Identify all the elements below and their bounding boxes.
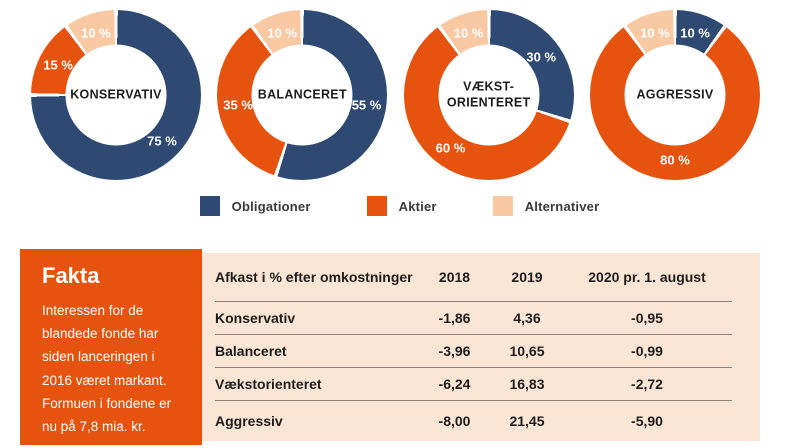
row-label: Konservativ: [215, 310, 296, 326]
donut-title: AGGRESSIV: [636, 87, 714, 102]
column-header-2020: 2020 pr. 1. august: [588, 269, 706, 285]
row-label: Vækstorienteret: [215, 376, 322, 392]
value-2020: -0,95: [631, 310, 663, 326]
table-header-label: Afkast i % efter omkostninger: [215, 269, 413, 285]
donut-title: KONSERVATIV: [70, 87, 162, 102]
legend-item-aktier: Aktier: [366, 196, 437, 216]
segment-percent-label: 10 %: [81, 25, 111, 41]
legend: Obligationer Aktier Alternativer: [0, 196, 799, 216]
segment-percent-label: 60 %: [435, 140, 466, 156]
value-2020: -2,72: [631, 376, 663, 392]
value-2020: -5,90: [631, 413, 663, 429]
fakta-title: Fakta: [42, 263, 100, 288]
legend-item-alternativer: Alternativer: [492, 196, 600, 216]
donut-charts-row: 75 % 15 % 10 % KONSERVATIV 55 % 35 % 10 % BA…: [31, 10, 760, 180]
table-row: Aggressiv -8,00 21,45 -5,90: [215, 401, 732, 441]
segment-percent-label: 80 %: [660, 152, 690, 168]
value-2019: 10,65: [509, 343, 545, 359]
segment-percent-label: 55 %: [351, 97, 382, 113]
value-2018: -6,24: [438, 376, 471, 392]
donut-hole: AGGRESSIV: [624, 44, 726, 146]
value-2018: -1,86: [438, 310, 471, 326]
donut-title: BALANCERET: [257, 87, 347, 102]
table-row: Konservativ -1,86 4,36 -0,95: [215, 302, 732, 335]
donut-chart-aggressiv: 10 % 80 % 10 % AGGRESSIV: [589, 10, 760, 180]
legend-label: Aktier: [398, 198, 437, 214]
segment-percent-label: 35 %: [223, 97, 253, 113]
donut-chart-vaekstorienteret: 30 % 60 % 10 % VÆKST- ORIENTERET: [403, 10, 574, 180]
segment-percent-label: 10 %: [680, 25, 710, 41]
donut-hole: VÆKST- ORIENTERET: [438, 44, 540, 146]
table-row: Vækstorienteret -6,24 16,83 -2,72: [215, 368, 732, 401]
value-2018: -8,00: [438, 413, 471, 429]
segment-percent-label: 30 %: [526, 49, 557, 65]
alternativer-swatch-icon: [492, 196, 513, 216]
segment-percent-label: 10 %: [640, 25, 670, 41]
donut-hole: BALANCERET: [251, 44, 353, 146]
segment-percent-label: 75 %: [147, 133, 177, 149]
column-header-2019: 2019: [511, 269, 543, 285]
legend-label: Alternativer: [524, 198, 600, 214]
row-label: Balanceret: [215, 343, 287, 359]
donut-title: VÆKST- ORIENTERET: [446, 79, 531, 109]
donut-hole: KONSERVATIV: [65, 44, 167, 146]
value-2018: -3,96: [438, 343, 471, 359]
table-header-row: Afkast i % efter omkostninger 2018 2019 …: [215, 253, 732, 302]
obligationer-swatch-icon: [199, 196, 220, 216]
value-2019: 21,45: [509, 413, 545, 429]
value-2019: 16,83: [509, 376, 545, 392]
segment-percent-label: 10 %: [267, 25, 298, 41]
donut-chart-konservativ: 75 % 15 % 10 % KONSERVATIV: [31, 10, 201, 180]
fakta-body: Interessen for de blandede fonde har sid…: [42, 303, 172, 435]
value-2020: -0,99: [631, 343, 663, 359]
returns-table: Afkast i % efter omkostninger 2018 2019 …: [202, 253, 760, 441]
legend-item-obligationer: Obligationer: [199, 196, 311, 216]
segment-percent-label: 10 %: [453, 25, 484, 41]
table-row: Balanceret -3,96 10,65 -0,99: [215, 335, 732, 368]
segment-percent-label: 15 %: [43, 57, 73, 73]
aktier-swatch-icon: [366, 196, 387, 216]
fakta-box: Fakta Interessen for de blandede fonde h…: [20, 249, 202, 445]
value-2019: 4,36: [513, 310, 541, 326]
donut-chart-balanceret: 55 % 35 % 10 % BALANCERET: [217, 10, 388, 180]
row-label: Aggressiv: [215, 413, 283, 429]
legend-label: Obligationer: [231, 198, 311, 214]
column-header-2018: 2018: [438, 269, 471, 285]
